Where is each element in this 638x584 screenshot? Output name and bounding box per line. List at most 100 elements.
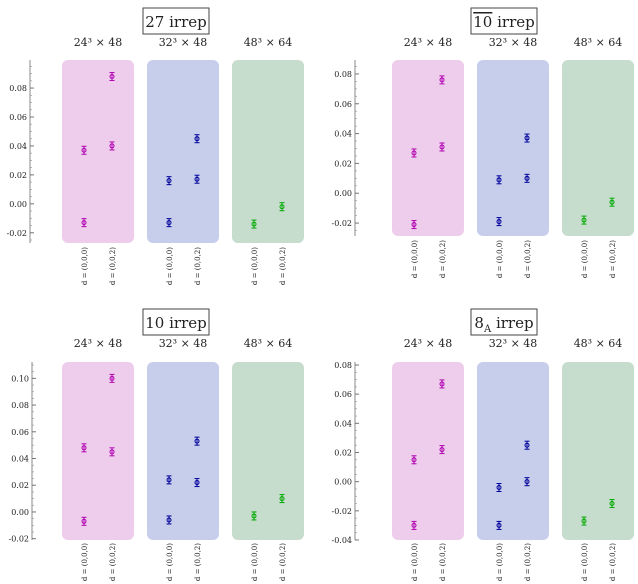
y-tick-label: 0.08 <box>334 361 352 370</box>
frame-label: d = (0,0,2) <box>439 240 447 278</box>
lattice-group-bg <box>477 60 549 236</box>
y-tick-label: 0.00 <box>334 478 352 487</box>
y-tick-label: 0.02 <box>334 449 352 458</box>
chart-title: 8A irrep <box>474 314 533 335</box>
chart-title-suffix: irrep <box>491 314 533 332</box>
chart-title: 10 irrep <box>145 314 206 332</box>
lattice-group-bg <box>62 60 134 243</box>
lattice-group-bg <box>232 60 304 243</box>
data-point <box>194 438 200 444</box>
frame-label: d = (0,0,0) <box>251 543 259 581</box>
frame-label: d = (0,0,0) <box>251 247 259 285</box>
lattice-label: 24³ × 48 <box>74 36 123 49</box>
data-point <box>279 496 285 502</box>
lattice-label: 48³ × 64 <box>244 36 293 49</box>
chart-title-box <box>470 7 538 35</box>
frame-label: d = (0,0,0) <box>411 240 419 278</box>
y-tick-label: 0.04 <box>9 142 27 151</box>
lattice-group-bg <box>147 60 219 243</box>
frame-label: d = (0,0,2) <box>279 543 287 581</box>
y-tick-label: 0.00 <box>11 508 29 517</box>
chart-title: 10 irrep <box>473 13 534 31</box>
data-point <box>411 522 417 528</box>
data-point <box>251 221 257 227</box>
y-tick-label: 0.08 <box>334 70 352 79</box>
chart-title-main: 8 <box>474 314 484 332</box>
y-tick-label: -0.02 <box>331 507 352 516</box>
data-point <box>166 178 172 184</box>
data-point <box>166 517 172 523</box>
y-tick-label: 0.08 <box>11 401 29 410</box>
frame-label: d = (0,0,2) <box>109 543 117 581</box>
frame-label: d = (0,0,0) <box>496 543 504 581</box>
y-tick-label: -0.04 <box>331 536 352 545</box>
data-point <box>109 375 115 381</box>
y-tick-label: -0.02 <box>331 219 352 228</box>
frame-label: d = (0,0,2) <box>524 240 532 278</box>
data-point <box>524 442 530 448</box>
y-tick-label: 0.10 <box>11 374 29 383</box>
lattice-group-bg <box>392 362 464 540</box>
data-point <box>439 144 445 150</box>
y-tick-label: 0.02 <box>11 481 29 490</box>
lattice-group-bg <box>147 362 219 540</box>
data-point <box>524 135 530 141</box>
data-point <box>194 176 200 182</box>
data-point <box>411 222 417 228</box>
data-point <box>166 477 172 483</box>
data-point <box>609 199 615 205</box>
frame-label: d = (0,0,2) <box>524 543 532 581</box>
lattice-group-bg <box>562 362 634 540</box>
lattice-label: 48³ × 64 <box>244 337 293 350</box>
data-point <box>496 177 502 183</box>
y-tick-label: 0.06 <box>9 113 27 122</box>
chart-title-box <box>470 308 538 336</box>
y-tick-label: -0.02 <box>6 229 27 238</box>
data-point <box>439 77 445 83</box>
frame-label: d = (0,0,0) <box>581 240 589 278</box>
data-point <box>81 518 87 524</box>
data-point <box>166 220 172 226</box>
data-point <box>496 522 502 528</box>
y-tick-label: 0.00 <box>9 200 27 209</box>
lattice-label: 24³ × 48 <box>404 36 453 49</box>
y-tick-label: 0.06 <box>11 428 29 437</box>
data-point <box>581 518 587 524</box>
frame-label: d = (0,0,2) <box>194 543 202 581</box>
data-point <box>109 143 115 149</box>
data-point <box>439 381 445 387</box>
lattice-label: 32³ × 48 <box>159 36 208 49</box>
frame-label: d = (0,0,0) <box>581 543 589 581</box>
chart-title-main: 10 <box>473 13 492 31</box>
lattice-group-bg <box>62 362 134 540</box>
y-tick-label: 0.04 <box>334 130 352 139</box>
data-point <box>109 449 115 455</box>
y-tick-label: -0.02 <box>8 535 29 544</box>
frame-label: d = (0,0,2) <box>109 247 117 285</box>
data-point <box>496 219 502 225</box>
y-tick-label: 0.04 <box>11 455 29 464</box>
data-point <box>524 175 530 181</box>
data-point <box>279 204 285 210</box>
data-point <box>81 147 87 153</box>
data-point <box>609 501 615 507</box>
lattice-label: 24³ × 48 <box>74 337 123 350</box>
lattice-label: 32³ × 48 <box>489 337 538 350</box>
data-point <box>496 485 502 490</box>
frame-label: d = (0,0,2) <box>194 247 202 285</box>
lattice-label: 48³ × 64 <box>574 337 623 350</box>
frame-label: d = (0,0,2) <box>609 240 617 278</box>
data-point <box>411 457 417 463</box>
chart-title-box <box>142 7 210 35</box>
frame-label: d = (0,0,0) <box>166 543 174 581</box>
lattice-label: 32³ × 48 <box>159 337 208 350</box>
y-tick-label: 0.06 <box>334 100 352 109</box>
y-tick-label: 0.06 <box>334 390 352 399</box>
chart-title-suffix: irrep <box>492 13 534 31</box>
frame-label: d = (0,0,2) <box>439 543 447 581</box>
y-tick-label: 0.02 <box>334 159 352 168</box>
data-point <box>251 513 257 519</box>
chart-title: 27 irrep <box>145 13 206 31</box>
y-tick-label: 0.04 <box>334 419 352 428</box>
